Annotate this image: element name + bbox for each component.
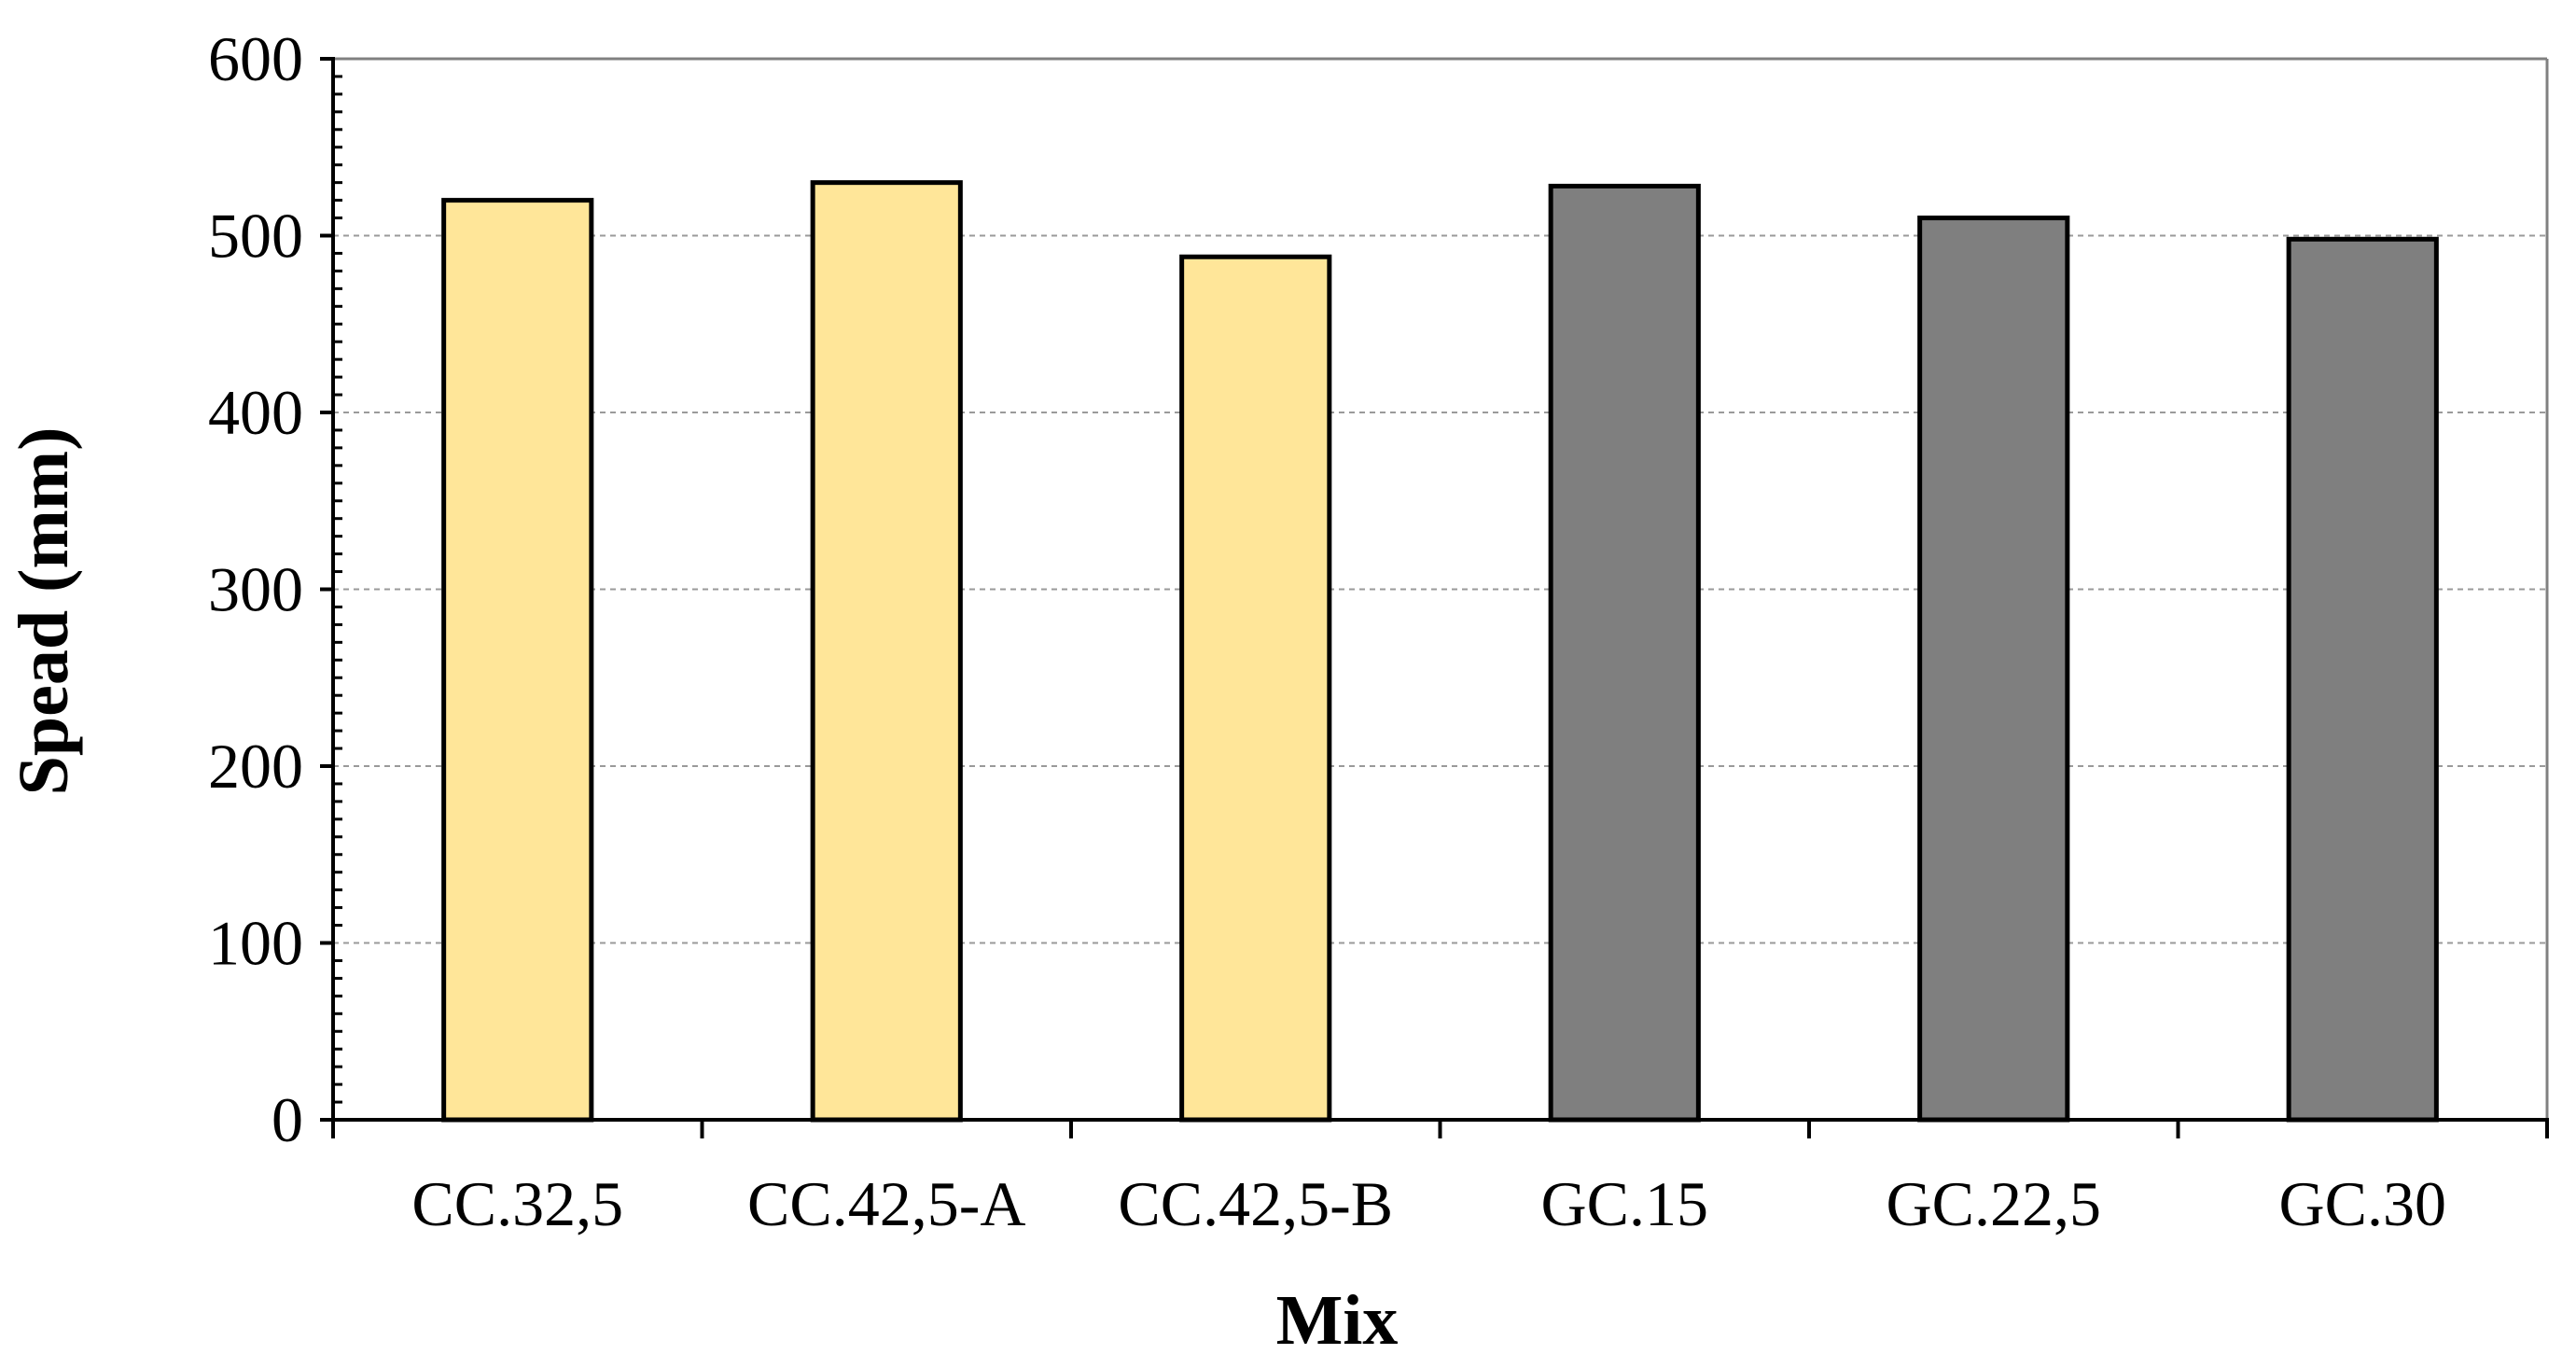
y-tick-label-500: 500 [208,201,303,272]
y-tick-label-100: 100 [208,908,303,979]
tick-labels: 0 100 200 300 400 500 600 CC.32,5 CC.42,5-A CC.42… [208,23,2446,1239]
y-axis-title: Spead (mm) [5,427,83,796]
y-tick-label-200: 200 [208,731,303,802]
x-tick-label-CC.42,5-B: CC.42,5-B [1118,1168,1393,1239]
bars [441,180,2439,1123]
y-tick-label-400: 400 [208,377,303,448]
axes [320,57,2549,1138]
bar-CC.42,5-A [810,180,963,1123]
gridlines [333,234,2547,944]
bar-GC.15 [1548,183,1701,1123]
x-tick-label-GC.30: GC.30 [2279,1168,2446,1239]
bar-CC.32,5 [441,198,594,1123]
bar-GC.30 [2286,236,2439,1123]
x-tick-label-GC.15: GC.15 [1541,1168,1708,1239]
y-tick-label-600: 600 [208,23,303,94]
bar-CC.42,5-B [1179,254,1332,1123]
bar-GC.22,5 [1917,216,2070,1123]
x-tick-label-CC.42,5-A: CC.42,5-A [747,1168,1025,1239]
x-axis-title: Mix [1276,1281,1399,1360]
x-tick-label-CC.32,5: CC.32,5 [411,1168,623,1239]
x-tick-label-GC.22,5: GC.22,5 [1887,1168,2101,1239]
y-tick-label-300: 300 [208,554,303,625]
y-tick-label-0: 0 [272,1084,303,1155]
